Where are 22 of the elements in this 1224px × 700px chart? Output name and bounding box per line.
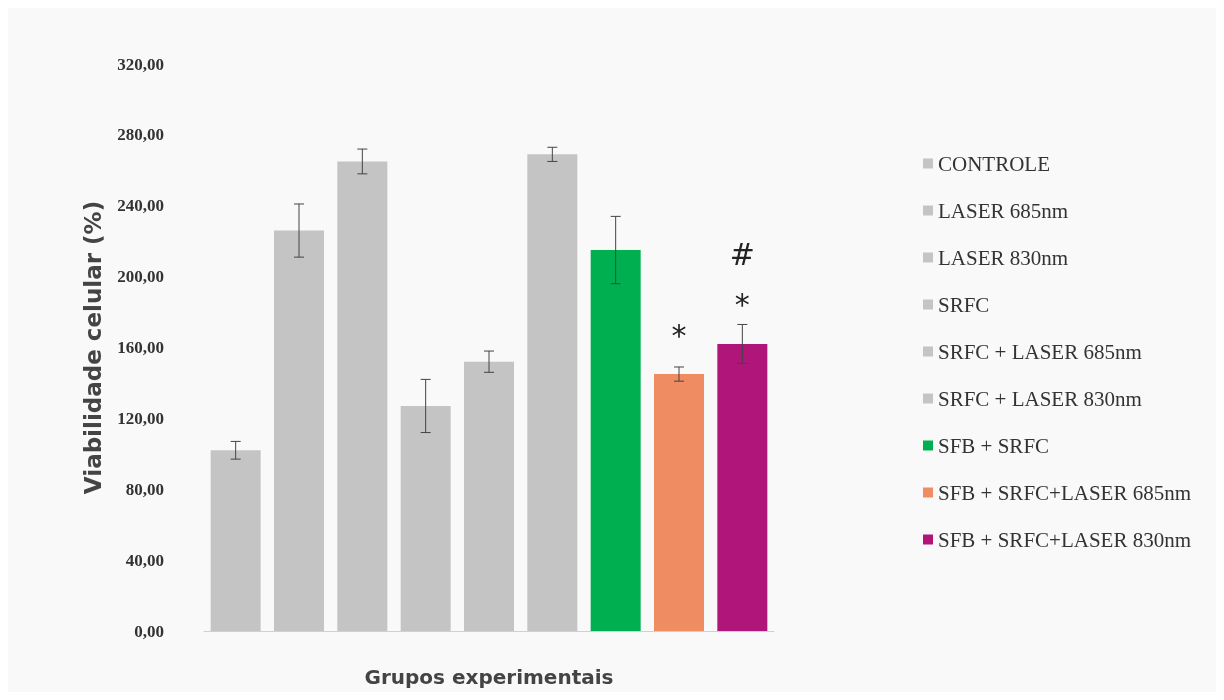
y-tick-label: 200,00 — [117, 267, 164, 287]
data-label: # * — [729, 237, 755, 323]
y-tick-label: 0,00 — [134, 621, 164, 641]
y-tick-label: 160,00 — [117, 338, 164, 357]
y-tick-label: 80,00 — [125, 479, 164, 499]
legend-label: SFB + SRFC+LASER 830nm — [937, 527, 1191, 552]
y-tick-label: 120,00 — [117, 408, 164, 428]
y-axis-title: Viabilidade celular (%) — [79, 200, 106, 495]
legend-label: SFB + SRFC — [937, 433, 1050, 458]
y-tick-label: 240,00 — [117, 196, 164, 216]
legend-label: SRFC + LASER 685nm — [937, 339, 1142, 364]
x-axis-title: Grupos experimentais — [364, 665, 614, 689]
legend-label: SFB + SRFC+LASER 685nm — [937, 480, 1191, 505]
y-tick-label: 320,00 — [117, 54, 164, 74]
legend-label: SRFC — [937, 292, 990, 317]
legend-label: LASER 830nm — [937, 245, 1069, 270]
legend-label: SRFC + LASER 830nm — [937, 386, 1142, 411]
legend-label: CONTROLE — [937, 151, 1050, 176]
data-label: * — [671, 317, 687, 353]
legend-label: LASER 685nm — [937, 198, 1069, 223]
y-tick-label: 280,00 — [117, 125, 164, 145]
y-tick-label: 40,00 — [125, 550, 164, 570]
